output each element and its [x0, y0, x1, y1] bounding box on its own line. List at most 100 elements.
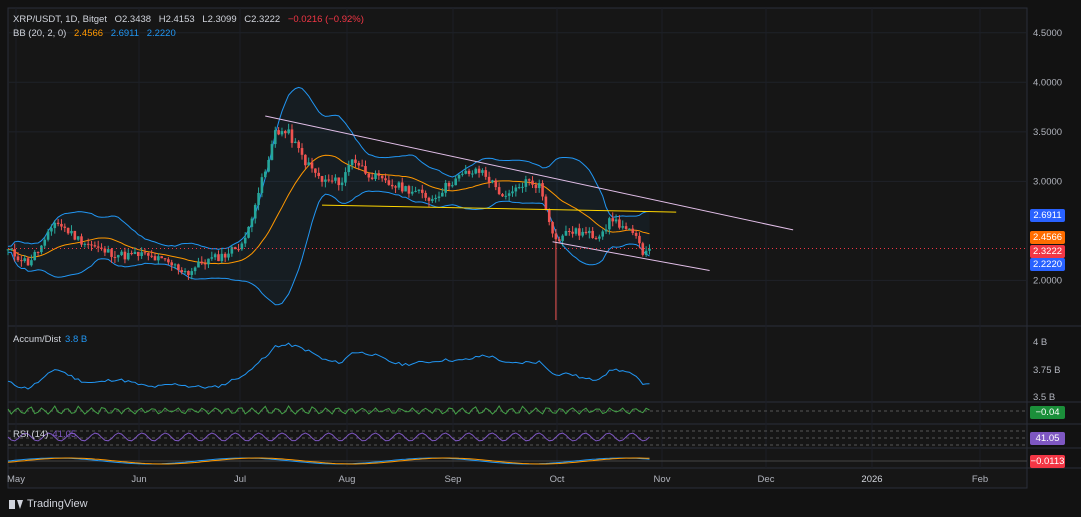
candle-body [641, 243, 645, 255]
candle-body [534, 184, 538, 189]
candle-body [60, 223, 63, 227]
symbol-title[interactable]: XRP/USDT, 1D, Bitget [13, 14, 107, 25]
candle-body [120, 251, 123, 256]
candle-body [43, 239, 47, 246]
candle-body [284, 131, 287, 134]
candle-body [230, 247, 234, 254]
candle-body [314, 168, 317, 173]
candle-body [404, 186, 407, 192]
candle-body [537, 183, 541, 189]
candle-body [200, 261, 204, 264]
candle-body [517, 187, 521, 189]
rsi-label: RSI (14) [13, 429, 49, 440]
candle-body [621, 226, 625, 228]
candle-body [267, 159, 270, 172]
candle-body [103, 248, 107, 253]
candle-body [30, 260, 33, 266]
candle-body [377, 173, 381, 176]
open-value: O2.3438 [114, 14, 152, 25]
candle-body [33, 251, 37, 261]
candle-body [250, 218, 254, 227]
rsi-value: 41.05 [52, 429, 77, 440]
candle-body [133, 251, 137, 255]
candle-body [167, 259, 170, 263]
candle-body [497, 187, 501, 195]
time-axis-label: Aug [339, 474, 356, 485]
candle-body [494, 180, 498, 188]
candle-body [571, 231, 574, 234]
candle-body [334, 177, 337, 181]
candle-body [300, 148, 304, 155]
candle-body [350, 159, 354, 166]
candle-body [223, 253, 227, 258]
candle-body [50, 228, 53, 232]
candle-body [270, 144, 274, 160]
candle-body [183, 270, 187, 273]
candle-body [46, 231, 50, 240]
time-axis-label: Sep [445, 474, 462, 485]
candle-body [23, 258, 27, 262]
candle-body [561, 235, 564, 242]
price-axis-label: 4.0000 [1033, 77, 1062, 88]
candle-body [90, 244, 93, 246]
candle-body [130, 252, 133, 255]
candle-body [467, 170, 471, 174]
candle-body [594, 237, 598, 239]
candle-body [113, 256, 117, 258]
bollinger-label[interactable]: BB (20, 2, 0) [13, 28, 67, 39]
close-price-tag: 2.3222 [1030, 245, 1065, 258]
accum-dist-line [7, 342, 650, 390]
accum-dist-axis-label: 4 B [1033, 337, 1047, 348]
lower-band-tag: 2.2220 [1030, 258, 1065, 271]
candle-body [143, 252, 147, 254]
candle-body [504, 195, 508, 197]
candle-body [160, 256, 163, 259]
tradingview-logo[interactable]: TradingView [9, 498, 88, 510]
candle-body [6, 249, 10, 251]
candle-body [604, 229, 608, 232]
price-axis-label: 3.0000 [1033, 176, 1062, 187]
candle-body [457, 174, 461, 179]
bollinger-lower-line [7, 190, 650, 306]
candle-body [280, 131, 284, 135]
candle-body [591, 230, 594, 238]
candle-body [86, 243, 90, 245]
candle-body [63, 226, 67, 228]
price-axis-label: 2.0000 [1033, 275, 1062, 286]
candle-body [544, 196, 548, 210]
candle-body [581, 231, 584, 236]
accum-dist-legend[interactable]: Accum/Dist 3.8 B [13, 334, 87, 345]
rsi-legend[interactable]: RSI (14) 41.05 [13, 429, 76, 440]
candle-body [431, 199, 434, 201]
candle-body [434, 197, 437, 200]
candle-body [243, 237, 247, 244]
candle-body [116, 255, 120, 258]
candle-body [567, 231, 571, 233]
bollinger-lower-value: 2.2220 [146, 28, 176, 39]
candle-body [320, 176, 324, 182]
candle-body [26, 258, 30, 266]
candle-body [487, 176, 491, 183]
candle-body [584, 231, 588, 234]
trendline-horizontal-support [322, 204, 677, 213]
candle-body [524, 179, 528, 187]
time-axis-label: Jul [234, 474, 246, 485]
candle-body [273, 130, 277, 145]
bollinger-upper-line [7, 86, 650, 250]
candle-body [140, 252, 143, 256]
candle-body [451, 185, 454, 187]
candle-body [173, 264, 177, 266]
candle-body [287, 129, 290, 134]
candle-body [370, 177, 374, 179]
candle-body [330, 180, 334, 182]
candle-body [397, 182, 401, 188]
candle-body [394, 186, 397, 188]
candle-body [257, 192, 260, 205]
candle-body [80, 236, 83, 245]
candle-body [631, 228, 635, 233]
candle-body [484, 170, 488, 177]
candle-body [157, 256, 160, 261]
candle-body [217, 254, 220, 262]
candle-body [337, 177, 341, 186]
